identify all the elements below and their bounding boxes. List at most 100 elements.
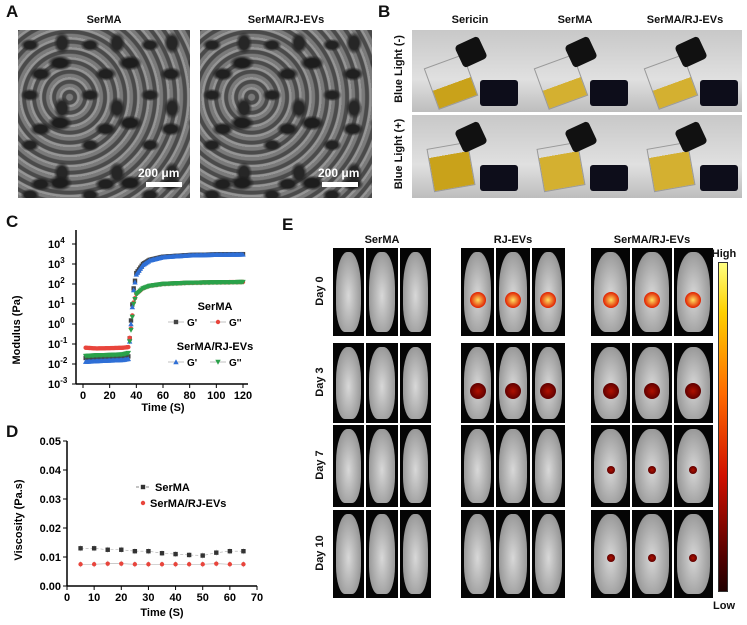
- series-serma-rj-evs-g-double-prime: [82, 279, 246, 359]
- data-point: [132, 549, 138, 554]
- data-point: [214, 550, 219, 555]
- mouse-image: [461, 248, 495, 336]
- mouse-image: [531, 248, 565, 336]
- x-axis-label: Time (S): [141, 402, 185, 414]
- vial-photo-blue-light-off: [412, 30, 742, 112]
- data-point: [128, 318, 134, 323]
- mouse-image: [333, 425, 365, 507]
- y-tick-label: 0.02: [40, 523, 61, 535]
- mouse-body: [464, 429, 492, 503]
- mouse-image: [632, 248, 672, 336]
- mouse-image: [632, 510, 672, 598]
- legend-marker: [173, 319, 179, 325]
- x-tick-label: 20: [115, 592, 127, 604]
- colorbar: [718, 262, 728, 592]
- mouse-body: [336, 429, 362, 503]
- legend-group-serma-rjevs: SerMA/RJ-EVs: [177, 341, 253, 353]
- fluorescence-signal: [643, 292, 660, 308]
- mouse-image: [496, 425, 530, 507]
- fluorescence-signal: [602, 292, 619, 308]
- legend-label: G': [187, 358, 197, 369]
- legend-marker: [215, 319, 221, 325]
- mouse-body: [402, 252, 428, 332]
- mouse-image: [399, 343, 431, 423]
- fluorescence-signal: [689, 554, 698, 562]
- data-point: [128, 327, 134, 333]
- panel-label-d: D: [6, 422, 19, 441]
- mouse-body: [369, 429, 395, 503]
- mouse-image: [333, 343, 365, 423]
- mouse-body: [402, 429, 428, 503]
- data-point: [91, 562, 97, 567]
- mouse-image: [591, 510, 631, 598]
- fluorescence-signal: [504, 383, 521, 399]
- mouse-body: [336, 347, 362, 419]
- data-point: [119, 561, 124, 566]
- fluorescence-signal: [540, 383, 557, 399]
- vial-lid: [590, 80, 628, 106]
- fluorescence-signal: [504, 292, 521, 308]
- mouse-image: [366, 248, 398, 336]
- scale-bar: [322, 182, 358, 187]
- legend-marker: [140, 484, 146, 490]
- row-label-blue-light-off: Blue Light (-): [393, 35, 405, 103]
- data-point: [227, 549, 233, 554]
- data-point: [105, 561, 110, 566]
- data-point: [125, 350, 132, 356]
- colorbar-high-label: High: [711, 248, 737, 260]
- vial-col-serma-rjevs: SerMA/RJ-EVs: [646, 14, 724, 26]
- y-tick-exponent: 4: [60, 236, 65, 245]
- data-point: [173, 562, 178, 567]
- panel-label-c: C: [6, 212, 19, 231]
- series-serma: [78, 545, 246, 559]
- mouse-body: [499, 429, 527, 503]
- data-point: [241, 562, 246, 567]
- fluorescence-signal: [469, 383, 486, 399]
- mouse-image: [531, 343, 565, 423]
- fluorescence-signal: [606, 466, 615, 474]
- mouse-body: [369, 252, 395, 332]
- mouse-image: [399, 510, 431, 598]
- mouse-image: [461, 343, 495, 423]
- ivis-col-rjevs: RJ-EVs: [493, 234, 533, 246]
- legend-group-serma: SerMA: [198, 301, 233, 313]
- x-tick-label: 50: [197, 592, 209, 604]
- mouse-image: [591, 425, 631, 507]
- legend-label: G'': [229, 318, 242, 329]
- mouse-image: [673, 510, 713, 598]
- data-point: [214, 561, 219, 566]
- vial-col-serma: SerMA: [557, 14, 593, 26]
- series-serma-rj-evs-g-prime: [82, 251, 246, 364]
- data-point: [240, 251, 246, 257]
- mouse-body: [402, 347, 428, 419]
- y-tick-label: 0.00: [40, 581, 61, 593]
- vial: [422, 35, 522, 110]
- data-point: [200, 553, 205, 558]
- y-tick-label: 10-3: [48, 376, 68, 391]
- y-tick-exponent: -3: [60, 376, 68, 385]
- data-point: [146, 562, 151, 567]
- y-tick-exponent: 3: [60, 256, 65, 265]
- mouse-image: [591, 248, 631, 336]
- mouse-body: [534, 429, 562, 503]
- scale-bar: [146, 182, 182, 187]
- ivis-col-serma: SerMA: [364, 234, 400, 246]
- mouse-image: [531, 425, 565, 507]
- viscosity-chart: Viscosity (Pa.s) Time (S) SerMA SerMA/RJ…: [13, 436, 263, 619]
- sem-image-serma-rjevs: 200 μm: [200, 30, 372, 198]
- x-tick-label: 0: [64, 592, 70, 604]
- x-tick-label: 60: [224, 592, 236, 604]
- vial: [642, 35, 742, 110]
- ivis-col-serma-rjevs: SerMA/RJ-EVs: [613, 234, 691, 246]
- ivis-row-label: Day 3: [314, 367, 326, 397]
- data-point: [186, 562, 192, 567]
- vial: [422, 120, 522, 193]
- vial-lid: [700, 80, 738, 106]
- mouse-image: [399, 425, 431, 507]
- data-point: [132, 297, 138, 302]
- y-tick-label: 0.04: [40, 465, 62, 477]
- vial-lid: [480, 80, 518, 106]
- panel-label-a: A: [6, 2, 19, 21]
- data-point: [78, 562, 83, 567]
- ivis-row-label: Day 7: [314, 450, 326, 480]
